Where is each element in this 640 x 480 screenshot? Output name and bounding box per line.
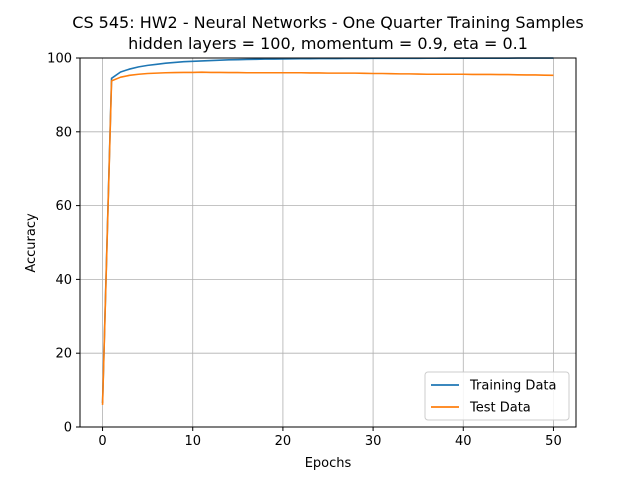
x-tick-label: 30 [365,434,382,449]
series-line-training-data [101,57,554,404]
y-tick-label: 80 [55,125,72,140]
legend-label-training-data: Training Data [469,379,556,394]
legend: Training Data Test Data [424,371,570,421]
x-tick-label: 40 [455,434,472,449]
axis-ticks: 0 10 20 30 40 50 0 20 40 60 80 100 [47,52,562,450]
x-tick-label: 50 [545,434,562,449]
x-tick-label: 10 [184,434,201,449]
y-tick-label: 100 [47,52,72,67]
y-tick-label: 60 [55,199,72,214]
legend-box [424,371,570,421]
y-tick-label: 0 [64,421,72,436]
x-tick-label: 20 [275,434,292,449]
x-tick-label: 0 [98,434,106,449]
y-axis-label: Accuracy [24,213,39,273]
chart-subtitle: hidden layers = 100, momentum = 0.9, eta… [128,34,528,53]
legend-label-test-data: Test Data [469,401,531,416]
plot-frame [79,57,577,428]
series-line-test-data [101,71,554,405]
x-axis-label: Epochs [305,456,352,471]
y-tick-label: 40 [55,273,72,288]
chart-title: CS 545: HW2 - Neural Networks - One Quar… [72,13,583,32]
y-tick-label: 20 [55,347,72,362]
